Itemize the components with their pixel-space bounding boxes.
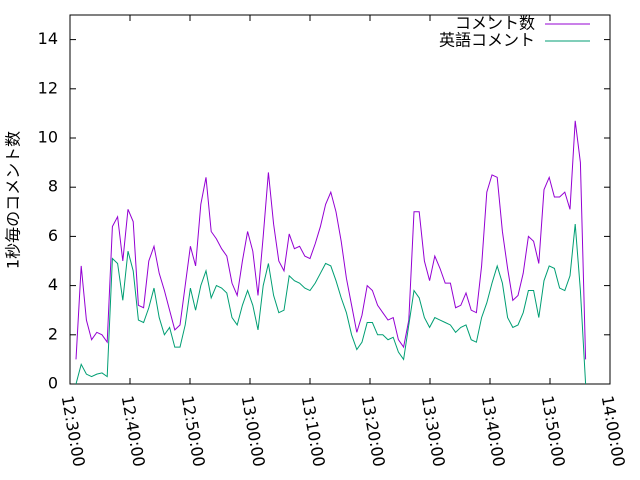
x-tick-label: 12:30:00 xyxy=(58,394,89,468)
y-tick-label: 2 xyxy=(48,324,58,343)
x-tick-label: 13:00:00 xyxy=(238,394,269,468)
x-tick-label: 12:50:00 xyxy=(178,394,209,468)
x-tick-label: 13:30:00 xyxy=(418,394,449,468)
y-tick-label: 12 xyxy=(38,78,58,97)
legend-label: コメント数 xyxy=(455,14,535,33)
x-tick-label: 13:40:00 xyxy=(478,394,509,468)
y-tick-label: 14 xyxy=(38,29,58,48)
y-tick-label: 4 xyxy=(48,275,58,294)
x-tick-label: 13:20:00 xyxy=(358,394,389,468)
plot-frame xyxy=(69,14,611,385)
y-axis-label: 1秒毎のコメント数 xyxy=(4,131,23,269)
y-tick-label: 0 xyxy=(48,374,58,393)
series-line xyxy=(75,224,587,385)
y-tick-label: 10 xyxy=(38,128,58,147)
y-tick-label: 8 xyxy=(48,177,58,196)
legend-label: 英語コメント xyxy=(439,31,535,50)
series-line xyxy=(75,120,587,360)
x-tick-label: 14:00:00 xyxy=(598,394,629,468)
x-tick-label: 13:10:00 xyxy=(298,394,329,468)
x-tick-label: 13:50:00 xyxy=(538,394,569,468)
x-tick-label: 12:40:00 xyxy=(118,394,149,468)
y-tick-label: 6 xyxy=(48,226,58,245)
